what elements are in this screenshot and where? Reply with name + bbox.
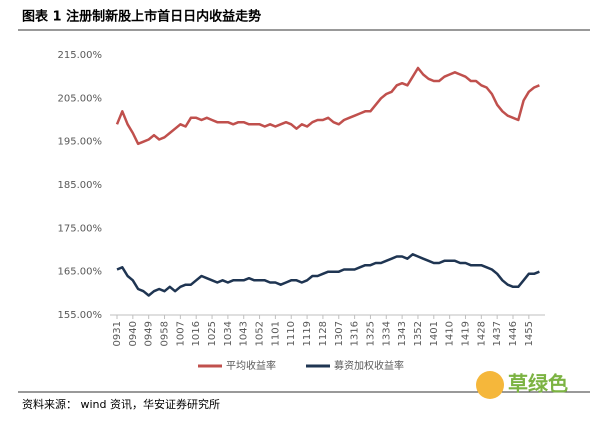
chart-title: 图表 1 注册制新股上市首日日内收益走势 <box>22 9 261 25</box>
legend-label: 平均收益率 <box>226 359 276 372</box>
watermark: 草绿色 <box>508 372 568 396</box>
x-tick-label: 1025 <box>207 321 218 346</box>
y-tick-label: 175.00% <box>58 223 103 234</box>
x-tick-label: 0940 <box>128 321 139 346</box>
x-tick-label: 1110 <box>286 321 297 346</box>
y-tick-label: 195.00% <box>58 137 103 148</box>
x-tick-label: 1043 <box>239 321 250 346</box>
logo <box>476 371 504 399</box>
y-tick-label: 185.00% <box>58 180 103 191</box>
x-tick-label: 1446 <box>508 321 519 346</box>
x-tick-label: 1428 <box>476 321 487 346</box>
x-tick-label: 1401 <box>429 321 440 346</box>
line-series <box>115 66 540 146</box>
y-tick-label: 155.00% <box>58 310 103 321</box>
y-tick-label: 165.00% <box>58 267 103 278</box>
x-tick-label: 0958 <box>160 321 171 346</box>
x-tick-label: 1419 <box>460 321 471 346</box>
x-tick-label: 0931 <box>112 321 123 346</box>
x-tick-label: 1101 <box>270 321 281 346</box>
x-tick-label: 1352 <box>413 321 424 346</box>
x-tick-label: 1007 <box>175 321 186 346</box>
x-tick-label: 1437 <box>492 321 503 346</box>
x-tick-label: 1052 <box>255 321 266 346</box>
y-tick-label: 215.00% <box>58 50 103 61</box>
x-tick-label: 1119 <box>302 321 313 346</box>
x-tick-label: 1343 <box>397 321 408 346</box>
x-tick-label: 1455 <box>524 321 535 346</box>
x-tick-label: 1128 <box>318 321 329 346</box>
x-tick-label: 1410 <box>445 321 456 346</box>
x-tick-label: 1325 <box>365 321 376 346</box>
y-tick-label: 205.00% <box>58 93 103 104</box>
legend-label: 募资加权收益率 <box>334 359 404 372</box>
line-series <box>116 253 540 297</box>
source: 资料来源： wind 资讯，华安证券研究所 <box>22 397 220 411</box>
x-tick-label: 1334 <box>381 321 392 346</box>
x-tick-label: 0949 <box>144 321 155 346</box>
x-tick-label: 1034 <box>223 321 234 346</box>
x-tick-label: 1307 <box>334 321 345 346</box>
x-tick-label: 1316 <box>350 321 361 346</box>
x-tick-label: 1016 <box>191 321 202 346</box>
